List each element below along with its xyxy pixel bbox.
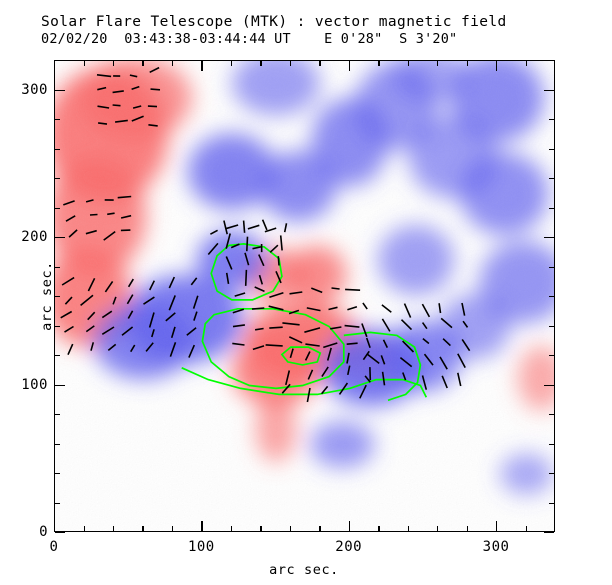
- y-axis-tick: [549, 148, 554, 150]
- y-axis-tick: [55, 384, 65, 386]
- y-axis-tick: [549, 296, 554, 298]
- y-axis-tick: [55, 119, 60, 121]
- y-axis-tick: [544, 384, 554, 386]
- observation-timestamp: 02/02/20 03:43:38-03:44:44 UT E 0'28" S …: [41, 31, 458, 47]
- x-axis-tick: [83, 61, 85, 66]
- y-axis-tick: [544, 532, 554, 534]
- x-axis-tick: [201, 61, 203, 71]
- y-axis-tick: [55, 207, 60, 209]
- x-axis-tick: [112, 526, 115, 531]
- y-axis-tick: [549, 325, 554, 327]
- y-axis-tick-label: 0: [39, 524, 48, 540]
- y-axis-tick: [544, 89, 554, 91]
- x-axis-tick: [230, 61, 233, 66]
- y-axis-tick: [55, 414, 60, 416]
- y-axis-tick: [55, 532, 65, 534]
- x-axis-tick: [407, 61, 409, 66]
- x-axis-tick: [437, 61, 439, 66]
- y-axis-tick: [55, 148, 60, 150]
- y-axis-tick-label: 100: [21, 376, 48, 393]
- x-axis-tick: [142, 61, 144, 66]
- page-title: Solar Flare Telescope (MTK) : vector mag…: [41, 14, 507, 30]
- y-axis-tick: [55, 178, 60, 180]
- y-axis-tick: [55, 325, 60, 327]
- magnetic-field-image: [55, 61, 554, 531]
- x-axis-tick: [201, 521, 203, 531]
- y-axis-tick: [55, 355, 60, 357]
- x-axis-tick: [83, 526, 85, 531]
- x-axis-tick: [260, 526, 262, 531]
- y-axis-tick: [55, 296, 60, 298]
- y-axis-title: arc sec.: [38, 261, 55, 331]
- y-axis-tick: [549, 502, 554, 504]
- x-axis-tick: [496, 521, 498, 531]
- x-axis-tick: [378, 61, 380, 66]
- x-axis-tick: [407, 526, 409, 531]
- y-axis-tick: [549, 119, 554, 121]
- y-axis-tick: [549, 178, 554, 180]
- x-axis-tick: [378, 526, 380, 531]
- x-axis-tick: [525, 526, 527, 531]
- y-axis-tick: [55, 502, 60, 504]
- x-axis-tick-label: 300: [482, 539, 510, 555]
- y-axis-tick-label: 300: [21, 81, 48, 98]
- y-axis-tick: [549, 414, 554, 416]
- y-axis-tick: [549, 266, 554, 268]
- y-axis-tick: [55, 266, 60, 268]
- x-axis-tick: [466, 61, 468, 66]
- y-axis-tick: [55, 443, 60, 445]
- y-axis-tick: [549, 207, 554, 209]
- x-axis-tick: [289, 61, 292, 66]
- x-axis-tick: [496, 61, 498, 71]
- x-axis-tick: [171, 526, 174, 531]
- x-axis-tick: [348, 61, 351, 71]
- x-axis-tick: [112, 61, 115, 66]
- x-axis-tick: [437, 526, 439, 531]
- y-axis-tick: [549, 355, 554, 357]
- x-axis-tick: [319, 526, 321, 531]
- y-axis-tick-label: 200: [21, 229, 48, 245]
- y-axis-tick: [55, 473, 60, 475]
- x-axis-tick: [348, 521, 351, 531]
- x-axis-title: arc sec.: [269, 562, 339, 578]
- x-axis-tick: [319, 61, 321, 66]
- y-axis-tick: [55, 237, 65, 239]
- y-axis-tick: [544, 237, 554, 239]
- y-axis-tick: [55, 89, 65, 91]
- x-axis-tick: [289, 526, 292, 531]
- x-axis-tick: [525, 61, 527, 66]
- x-axis-tick-label: 0: [49, 539, 59, 555]
- x-axis-tick: [171, 61, 174, 66]
- chart-title-block: Solar Flare Telescope (MTK) : vector mag…: [41, 14, 581, 48]
- y-axis-tick: [549, 473, 554, 475]
- x-axis-tick: [54, 521, 56, 531]
- x-axis-tick-label: 100: [187, 539, 215, 555]
- magnetogram-plot-area: [54, 60, 555, 532]
- x-axis-tick-label: 200: [335, 539, 363, 555]
- x-axis-tick: [260, 61, 262, 66]
- x-axis-tick: [230, 526, 233, 531]
- x-axis-tick: [54, 61, 56, 71]
- x-axis-tick: [142, 526, 144, 531]
- x-axis-tick: [466, 526, 468, 531]
- y-axis-tick: [549, 443, 554, 445]
